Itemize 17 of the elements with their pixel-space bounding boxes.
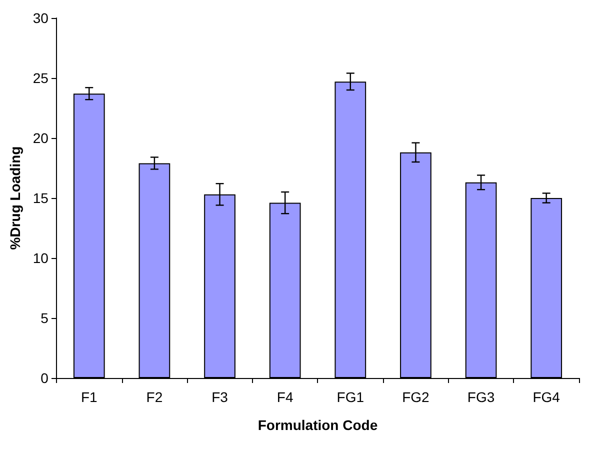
x-axis-title: Formulation Code [258,417,378,433]
y-tick-label: 15 [32,190,49,206]
x-tick-label: FG4 [532,389,560,405]
y-axis-title: %Drug Loading [7,146,23,250]
y-tick-label: 0 [40,370,49,386]
x-tick-label: F1 [80,389,98,405]
y-tick-label: 20 [32,130,49,146]
x-tick-label: F2 [146,389,163,405]
x-tick-label: FG3 [467,389,495,405]
y-tick-label: 10 [32,250,49,266]
x-tick-label: F4 [276,389,294,405]
x-tick-label: FG1 [336,389,364,405]
x-tick-label: F3 [212,389,228,405]
y-tick-label: 30 [32,10,49,26]
x-tick-label: FG2 [402,389,430,405]
y-tick-label: 5 [40,310,49,326]
y-tick-label: 25 [32,70,49,86]
